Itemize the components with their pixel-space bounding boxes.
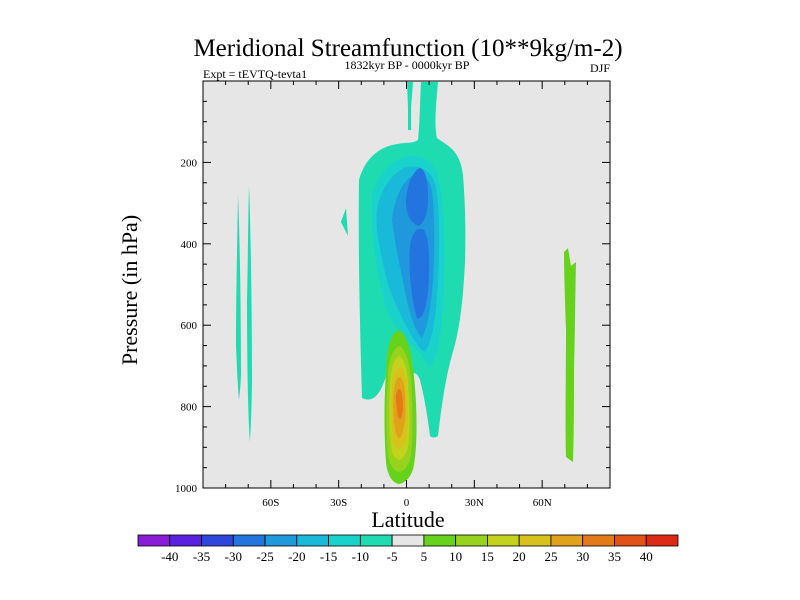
x-tick-label: 60S xyxy=(262,497,279,509)
colorbar-label: -40 xyxy=(161,549,178,564)
colorbar-swatch xyxy=(455,534,488,547)
colorbar-label: -30 xyxy=(225,549,242,564)
colorbar-swatch xyxy=(423,534,457,547)
y-axis-title: Pressure (in hPa) xyxy=(117,215,142,365)
colorbar-swatch xyxy=(328,534,361,547)
y-tick-label: 200 xyxy=(181,157,198,169)
chart-title: Meridional Streamfunction (10**9kg/m-2) xyxy=(193,35,622,62)
colorbar-swatch xyxy=(582,534,615,547)
colorbar: -40 -35 -30 -25 -20 -15 -10 -5 5 10 15 20 25 30 35 40 xyxy=(137,534,679,564)
colorbar-label: -20 xyxy=(288,549,305,564)
colorbar-label: -35 xyxy=(193,549,210,564)
colorbar-label: 40 xyxy=(640,549,653,564)
colorbar-label: 20 xyxy=(513,549,526,564)
colorbar-label: -5 xyxy=(387,549,398,564)
colorbar-label: 10 xyxy=(449,549,462,564)
contour-neg5-thin xyxy=(407,82,413,130)
colorbar-swatch xyxy=(232,534,266,547)
contour-neg25-lower xyxy=(409,228,430,319)
contour-pos5-streak xyxy=(564,248,576,462)
colorbar-label: 25 xyxy=(544,549,557,564)
x-tick-label: 30S xyxy=(330,497,347,509)
colorbar-swatch xyxy=(169,534,202,547)
x-axis-title: Latitude xyxy=(371,507,444,532)
colorbar-swatch xyxy=(487,534,520,547)
x-axis: 60S 30S 0 30N 60N xyxy=(202,81,611,509)
colorbar-swatch xyxy=(137,534,171,547)
contour-neg5-streak-a xyxy=(236,195,241,400)
contour-layer xyxy=(236,82,576,484)
x-tick-label: 30N xyxy=(465,497,484,509)
contour-neg5-streak-b xyxy=(247,185,252,442)
colorbar-label: -15 xyxy=(320,549,337,564)
colorbar-swatch xyxy=(359,534,393,547)
colorbar-label: 30 xyxy=(576,549,589,564)
contour-neg25-upper xyxy=(405,168,428,226)
colorbar-label: -25 xyxy=(256,549,273,564)
y-axis: 200 400 600 800 1000 xyxy=(175,100,610,495)
colorbar-swatch xyxy=(391,534,425,547)
colorbar-label: 5 xyxy=(421,549,428,564)
contour-pos30 xyxy=(396,388,403,419)
colorbar-swatch xyxy=(264,534,298,547)
y-tick-label: 400 xyxy=(181,239,198,251)
colorbar-swatch xyxy=(614,534,647,547)
colorbar-swatch xyxy=(518,534,552,547)
y-tick-label: 600 xyxy=(181,320,198,332)
y-tick-label: 1000 xyxy=(175,483,198,495)
y-tick-label: 800 xyxy=(181,402,198,414)
colorbar-swatch xyxy=(296,534,329,547)
colorbar-swatch xyxy=(201,534,234,547)
x-tick-label: 0 xyxy=(404,497,410,509)
x-tick-label: 60N xyxy=(533,497,552,509)
colorbar-swatch xyxy=(645,534,679,547)
colorbar-swatch xyxy=(550,534,584,547)
period-label: 1832kyr BP - 0000kyr BP xyxy=(345,58,470,72)
colorbar-label: 35 xyxy=(608,549,621,564)
experiment-label: Expt = tEVTQ-tevta1 xyxy=(203,67,307,81)
contour-neg5-spike xyxy=(341,208,348,236)
season-label: DJF xyxy=(590,61,610,75)
colorbar-label: 15 xyxy=(481,549,494,564)
colorbar-label: -10 xyxy=(352,549,369,564)
